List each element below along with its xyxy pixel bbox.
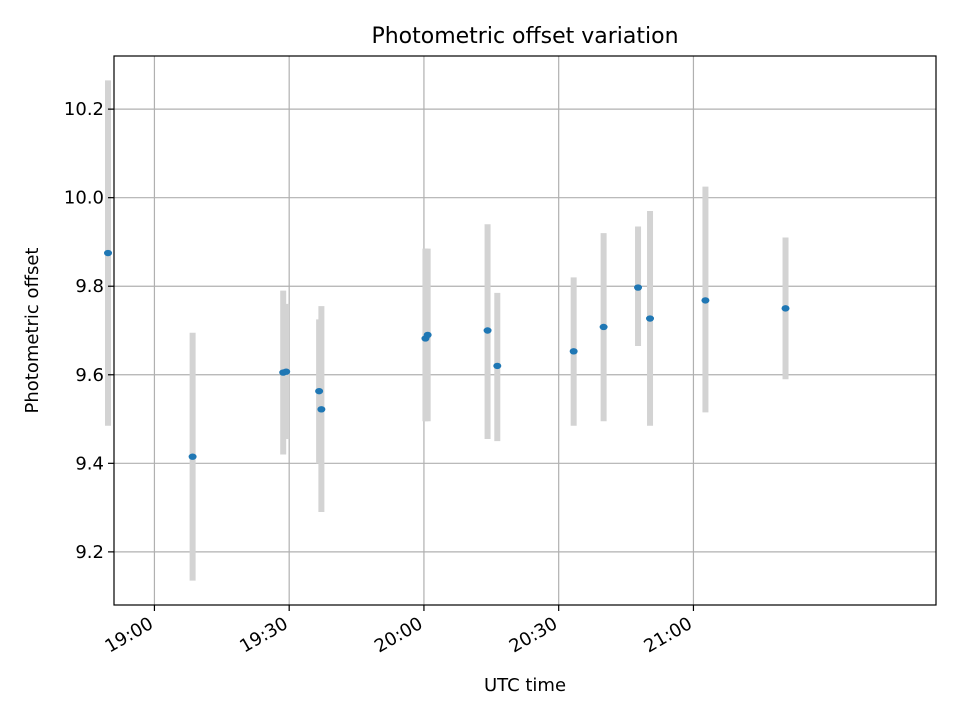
plot-frame	[113, 55, 937, 606]
data-point	[599, 323, 608, 331]
chart-title: Photometric offset variation	[371, 24, 678, 49]
data-point	[423, 331, 432, 339]
data-point	[646, 315, 655, 322]
y-tick-label: 10.0	[64, 188, 104, 209]
data-point	[317, 406, 326, 413]
data-point	[634, 284, 643, 291]
y-tick-label: 10.2	[64, 99, 104, 120]
data-point	[282, 368, 291, 375]
data-point	[701, 297, 710, 304]
y-axis-label: Photometric offset	[22, 248, 43, 414]
y-tick-label: 9.6	[75, 365, 104, 386]
y-axis-ticks: 9.2 9.4 9.6 9.8 10.0 10.2	[64, 99, 114, 563]
y-tick-label: 9.8	[75, 276, 104, 297]
x-axis-label: UTC time	[484, 675, 566, 696]
grid-lines	[114, 56, 936, 605]
data-point	[483, 327, 492, 334]
data-point	[315, 387, 324, 395]
y-tick-label: 9.2	[75, 542, 104, 563]
data-point	[569, 348, 578, 355]
y-tick-label: 9.4	[75, 453, 104, 474]
data-point	[104, 249, 113, 257]
data-point	[781, 305, 790, 312]
markers-layer	[104, 249, 790, 460]
data-point	[188, 453, 197, 460]
data-point	[493, 362, 502, 370]
